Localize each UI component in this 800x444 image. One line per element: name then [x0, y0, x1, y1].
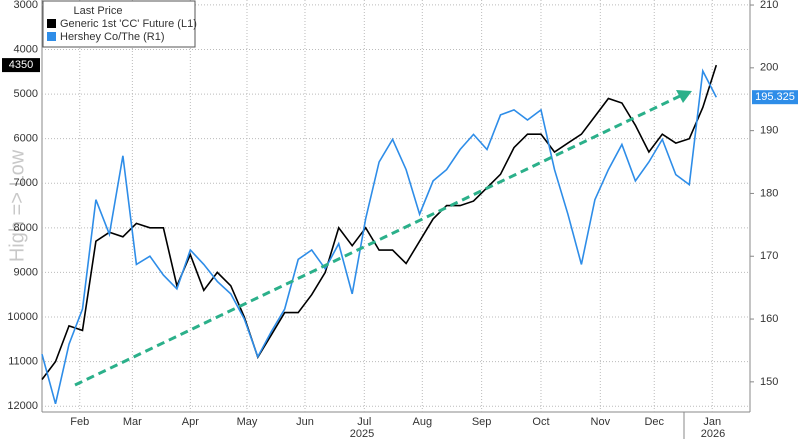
y-axis-label: High => Low [6, 149, 28, 262]
last-price-tag [752, 90, 798, 105]
series-line [41, 68, 718, 405]
x-tick-label: May [237, 416, 258, 428]
y2-tick-label: 160 [760, 313, 778, 325]
legend-swatch [47, 32, 56, 41]
x-tick-label: Nov [591, 416, 611, 428]
y2-tick-label: 200 [760, 62, 778, 74]
x-year-label: 2025 [350, 428, 374, 439]
y2-tick-label: 150 [760, 376, 778, 388]
legend-label: Generic 1st 'CC' Future (L1) [60, 18, 197, 30]
x-tick-label: Aug [413, 416, 433, 428]
y2-tick-label: 210 [760, 0, 778, 11]
legend-box [42, 0, 196, 48]
x-tick-label: Feb [70, 416, 89, 428]
last-price-label: 195.325 [755, 91, 795, 103]
y-tick-label: 5000 [14, 88, 38, 100]
y-tick-label: 6000 [14, 133, 38, 145]
y-tick-label: 3000 [14, 0, 38, 11]
last-price-tag [2, 58, 40, 73]
y-tick-label: 8000 [14, 222, 38, 234]
x-tick-label: Jul [357, 416, 371, 428]
last-price-label: 4350 [9, 59, 33, 71]
arrow-line [74, 94, 681, 387]
x-tick-label: Apr [182, 416, 199, 428]
y-tick-label: 9000 [14, 266, 38, 278]
y2-tick-label: 180 [760, 187, 778, 199]
y-tick-label: 10000 [7, 311, 38, 323]
y-tick-label: 7000 [14, 177, 38, 189]
x-tick-label: Mar [123, 416, 142, 428]
x-tick-label: Sep [472, 416, 492, 428]
series-line [41, 64, 718, 380]
legend: Last Price Generic 1st 'CC' Future (L1) … [42, 0, 197, 48]
y2-tick-label: 190 [760, 125, 778, 137]
arrow-head [676, 90, 692, 103]
legend-label: Hershey Co/The (R1) [60, 31, 165, 43]
x-tick-label: Oct [532, 416, 549, 428]
x-year-label: 2026 [701, 428, 725, 439]
y-tick-label: 11000 [8, 356, 38, 368]
y-tick-label: 4000 [14, 43, 38, 55]
y2-tick-label: 170 [760, 250, 778, 262]
x-tick-label: Jan [703, 416, 721, 428]
trend-arrow [74, 90, 692, 387]
legend-swatch [47, 19, 56, 28]
legend-title: Last Price [74, 5, 123, 17]
x-tick-label: Dec [644, 416, 664, 428]
x-tick-label: Jun [296, 416, 314, 428]
y-tick-label: 12000 [7, 400, 38, 412]
